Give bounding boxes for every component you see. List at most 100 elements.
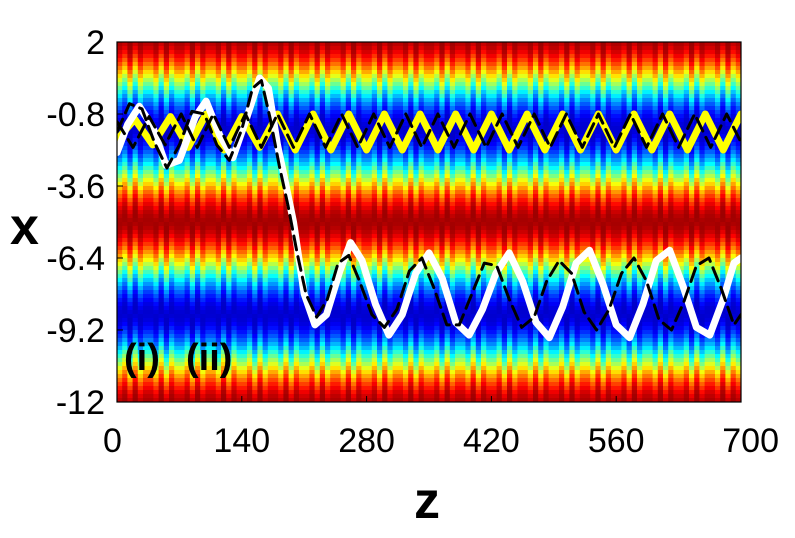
heatmap-cell xyxy=(548,86,555,91)
heatmap-cell xyxy=(673,50,680,55)
heatmap-cell xyxy=(137,194,144,199)
heatmap-cell xyxy=(642,178,648,183)
heatmap-cell xyxy=(184,78,191,83)
heatmap-cell xyxy=(252,50,258,55)
heatmap-cell xyxy=(585,154,591,159)
heatmap-cell xyxy=(283,94,290,99)
heatmap-cell xyxy=(293,154,300,159)
heatmap-cell xyxy=(689,94,695,99)
heatmap-cell xyxy=(569,58,576,63)
heatmap-cell xyxy=(293,94,300,99)
heatmap-cell xyxy=(673,82,680,87)
heatmap-cell xyxy=(158,206,165,211)
heatmap-cell xyxy=(231,70,238,75)
heatmap-cell xyxy=(548,194,555,199)
heatmap-cell xyxy=(418,166,425,171)
heatmap-cell xyxy=(616,50,622,55)
heatmap-cell xyxy=(699,46,706,51)
heatmap-cell xyxy=(730,102,737,107)
heatmap-cell xyxy=(455,198,461,203)
heatmap-cell xyxy=(319,102,326,107)
heatmap-cell xyxy=(163,94,170,99)
heatmap-cell xyxy=(512,110,518,115)
heatmap-cell xyxy=(460,62,466,67)
heatmap-cell xyxy=(579,58,586,63)
heatmap-cell xyxy=(460,90,466,95)
heatmap-cell xyxy=(439,78,446,83)
heatmap-cell xyxy=(709,186,716,191)
heatmap-cell xyxy=(215,162,222,167)
heatmap-cell xyxy=(158,178,165,183)
heatmap-cell xyxy=(543,170,550,175)
heatmap-cell xyxy=(548,54,555,59)
heatmap-cell xyxy=(262,62,269,67)
heatmap-cell xyxy=(715,74,721,79)
heatmap-cell xyxy=(163,110,170,115)
heatmap-cell xyxy=(241,50,248,55)
heatmap-cell xyxy=(293,50,300,55)
heatmap-cell xyxy=(153,74,160,79)
heatmap-cell xyxy=(657,50,664,55)
heatmap-cell xyxy=(267,194,274,199)
heatmap-cell xyxy=(247,58,253,63)
heatmap-cell xyxy=(611,114,617,119)
heatmap-cell xyxy=(236,90,243,95)
heatmap-cell xyxy=(595,58,602,63)
heatmap-cell xyxy=(663,74,669,79)
heatmap-cell xyxy=(527,162,534,167)
heatmap-cell xyxy=(720,138,726,143)
heatmap-cell xyxy=(377,162,383,167)
heatmap-cell xyxy=(590,42,596,47)
heatmap-cell xyxy=(205,78,212,83)
heatmap-cell xyxy=(345,70,352,75)
heatmap-cell xyxy=(725,98,732,103)
heatmap-cell xyxy=(288,174,295,179)
heatmap-cell xyxy=(335,190,342,195)
heatmap-cell xyxy=(720,170,726,175)
heatmap-cell xyxy=(579,194,586,199)
heatmap-cell xyxy=(418,170,425,175)
heatmap-cell xyxy=(158,46,165,51)
heatmap-cell xyxy=(455,186,461,191)
heatmap-cell xyxy=(465,206,472,211)
heatmap-cell xyxy=(527,78,534,83)
heatmap-cell xyxy=(423,206,430,211)
heatmap-cell xyxy=(439,174,446,179)
heatmap-cell xyxy=(309,58,316,63)
heatmap-cell xyxy=(122,42,128,47)
heatmap-cell xyxy=(590,146,596,151)
heatmap-cell xyxy=(553,182,560,187)
heatmap-cell xyxy=(371,50,378,55)
heatmap-cell xyxy=(169,182,175,187)
heatmap-cell xyxy=(335,150,342,155)
heatmap-cell xyxy=(585,190,591,195)
heatmap-cell xyxy=(366,70,373,75)
heatmap-cell xyxy=(501,126,508,131)
heatmap-cell xyxy=(132,194,139,199)
heatmap-cell xyxy=(210,194,217,199)
heatmap-cell xyxy=(330,58,336,63)
heatmap-cell xyxy=(439,162,446,167)
heatmap-cell xyxy=(434,170,440,175)
heatmap-cell xyxy=(512,166,518,171)
heatmap-cell xyxy=(475,178,482,183)
heatmap-cell xyxy=(725,162,732,167)
heatmap-cell xyxy=(720,166,726,171)
heatmap-cell xyxy=(548,50,555,55)
heatmap-cell xyxy=(678,78,685,83)
heatmap-cell xyxy=(366,126,373,131)
heatmap-cell xyxy=(600,170,607,175)
heatmap-cell xyxy=(387,158,394,163)
heatmap-cell xyxy=(210,98,217,103)
heatmap-cell xyxy=(387,106,394,111)
heatmap-cell xyxy=(330,54,336,59)
heatmap-cell xyxy=(189,106,196,111)
heatmap-cell xyxy=(371,194,378,199)
heatmap-cell xyxy=(590,194,596,199)
heatmap-cell xyxy=(522,46,529,51)
heatmap-cell xyxy=(174,206,180,211)
heatmap-cell xyxy=(559,106,565,111)
heatmap-cell xyxy=(356,174,362,179)
heatmap-cell xyxy=(392,178,399,183)
heatmap-cell xyxy=(382,106,388,111)
